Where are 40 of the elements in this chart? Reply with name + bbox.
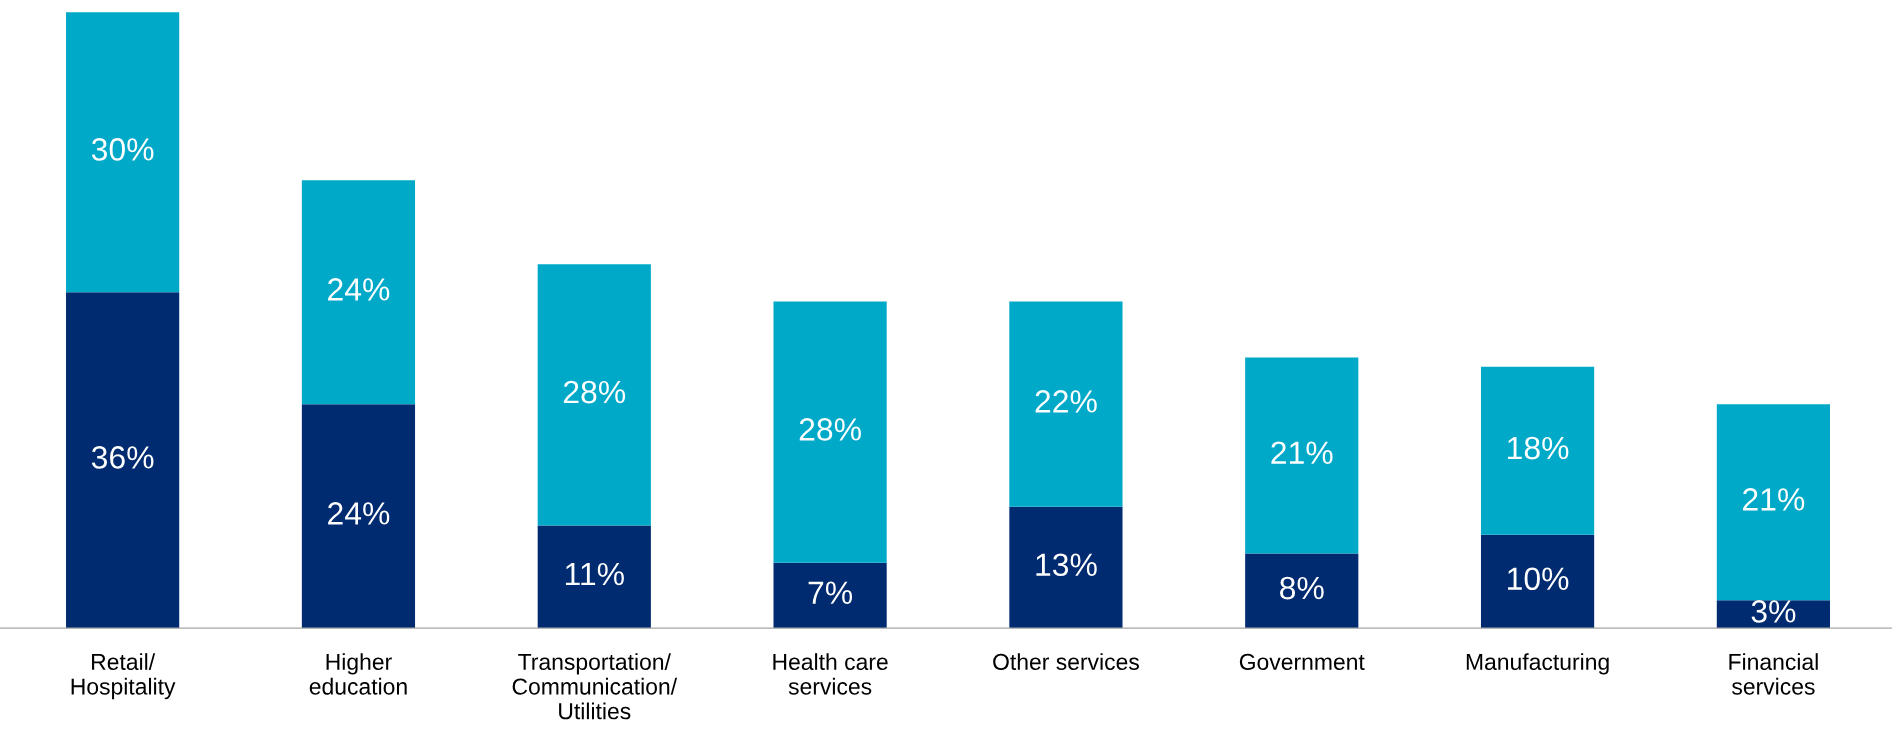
x-tick-label: Transportation/ Communication/ Utilities	[512, 653, 678, 720]
bar	[1009, 301, 1123, 507]
bar	[1245, 357, 1359, 554]
x-tick-label: Financial services	[1729, 653, 1818, 695]
data-label: 36%	[91, 446, 154, 469]
bar	[1480, 534, 1595, 629]
bar	[66, 292, 180, 629]
data-label: 22%	[1035, 390, 1097, 413]
bar	[537, 525, 651, 629]
data-label: 28%	[799, 418, 861, 441]
bar	[773, 301, 887, 563]
bar	[301, 180, 416, 405]
bar	[66, 12, 180, 293]
x-tick-label: Health care services	[773, 653, 888, 695]
data-label: 24%	[328, 278, 390, 301]
bar	[773, 562, 887, 629]
data-label: 28%	[563, 380, 626, 404]
bar	[537, 264, 651, 526]
bar	[1009, 506, 1123, 629]
bar	[301, 404, 416, 629]
data-label: 30%	[91, 138, 154, 161]
x-tick-label: Retail/ Hospitality	[71, 653, 176, 700]
x-tick-label: Higher education	[309, 653, 407, 695]
data-label: 10%	[1508, 567, 1569, 591]
data-label: 21%	[1743, 488, 1805, 511]
data-label: 11%	[565, 562, 624, 586]
bar	[1716, 600, 1830, 629]
data-label: 24%	[328, 502, 390, 525]
x-tick-label: Other services	[993, 653, 1139, 670]
x-tick-label: Government	[1239, 653, 1365, 670]
bar	[1245, 553, 1359, 629]
data-label: 3%	[1751, 600, 1796, 623]
data-label: 13%	[1036, 553, 1097, 577]
x-tick-label: Manufacturing	[1466, 653, 1609, 675]
bar	[1480, 366, 1595, 535]
bar	[1716, 404, 1830, 601]
data-label: 7%	[808, 581, 853, 604]
data-label: 8%	[1280, 576, 1324, 600]
data-label: 21%	[1271, 441, 1333, 464]
data-label: 18%	[1508, 436, 1569, 460]
